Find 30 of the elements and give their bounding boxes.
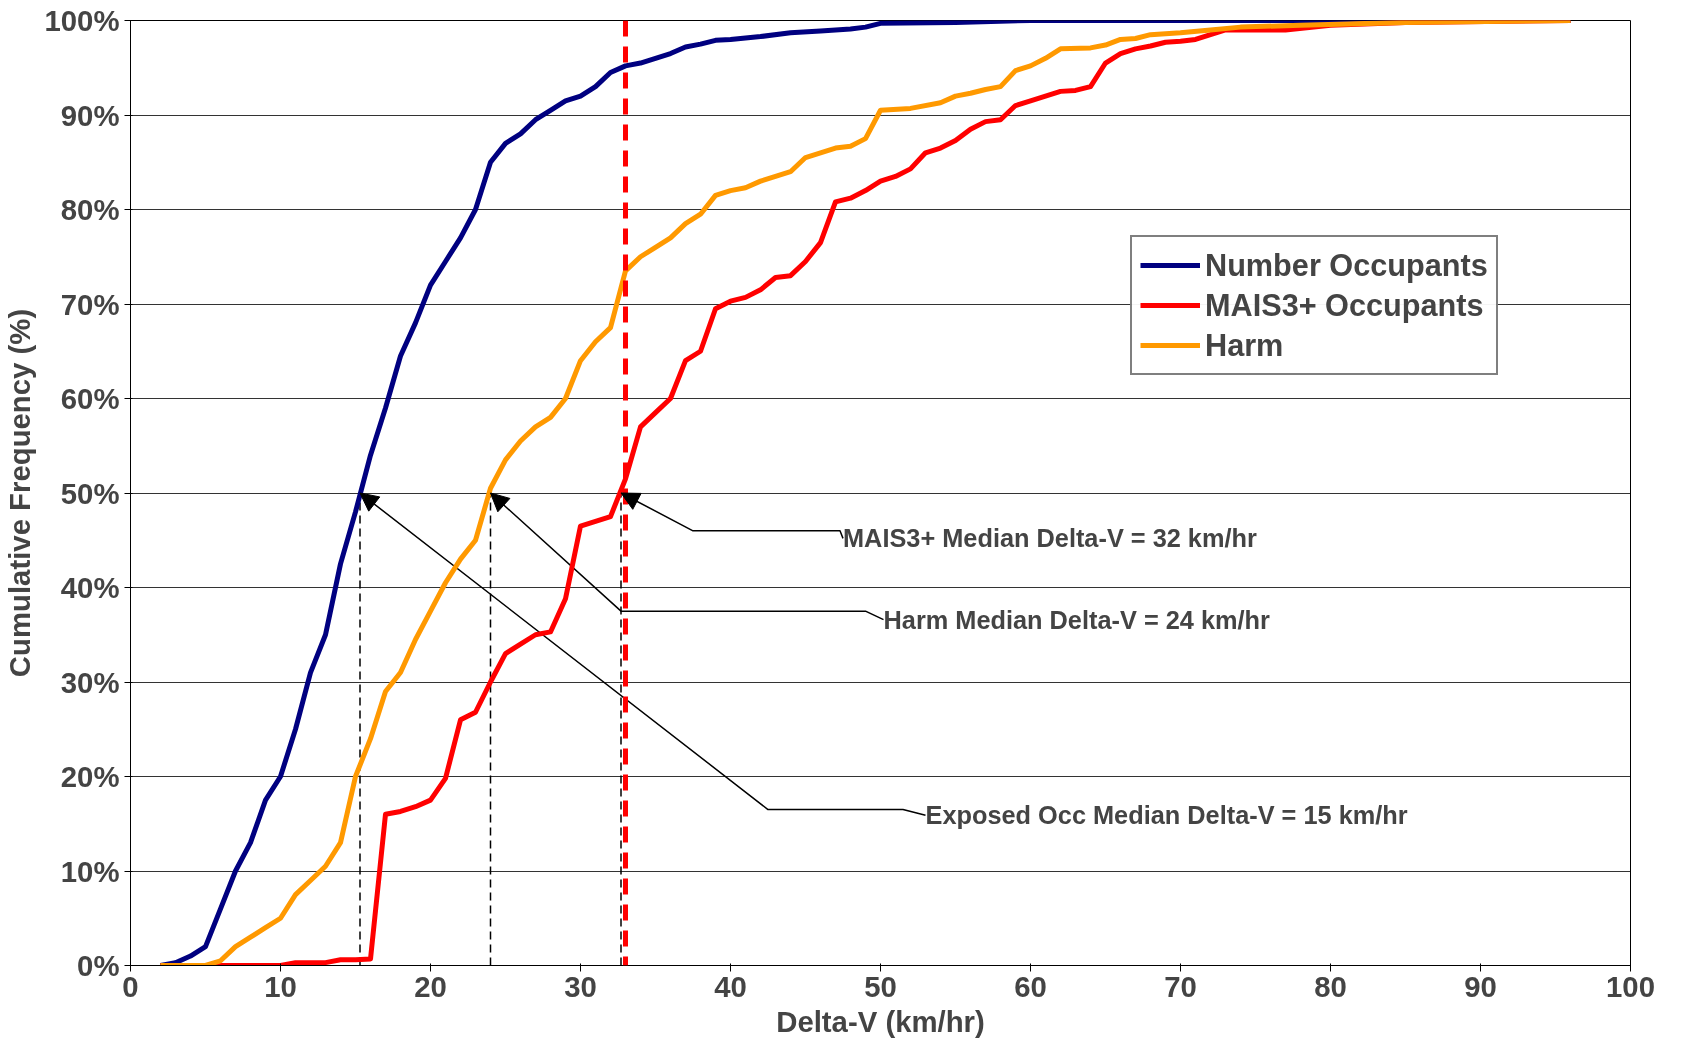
y-tick-label: 70% — [60, 287, 120, 321]
y-axis-title: Cumulative Frequency (%) — [3, 308, 37, 678]
x-tick-label: 60 — [1014, 969, 1047, 1003]
y-tick-label: 100% — [44, 4, 120, 37]
y-tick-label: 30% — [60, 665, 120, 699]
legend-label: MAIS3+ Occupants — [1205, 286, 1484, 325]
x-tick-label: 50 — [864, 969, 897, 1003]
annotation: Exposed Occ Median Delta-V = 15 km/hr — [925, 801, 1408, 830]
legend-label: Harm — [1205, 326, 1284, 364]
x-tick-label: 90 — [1464, 969, 1497, 1003]
x-tick-label: 0 — [122, 969, 139, 1003]
legend-label: Number Occupants — [1205, 246, 1488, 285]
y-tick-label: 60% — [60, 382, 120, 415]
x-tick-label: 40 — [714, 969, 747, 1003]
x-tick-label: 70 — [1164, 969, 1197, 1003]
x-axis-title: Delta-V (km/hr) — [776, 1004, 985, 1038]
annotation: MAIS3+ Median Delta-V = 32 km/hr — [843, 524, 1257, 553]
y-tick-label: 0% — [77, 949, 120, 982]
x-tick-label: 100 — [1606, 969, 1655, 1003]
y-tick-label: 40% — [60, 571, 120, 604]
y-tick-label: 90% — [60, 98, 120, 132]
y-tick-label: 20% — [60, 760, 120, 793]
x-tick-label: 30 — [564, 969, 597, 1003]
y-tick-label: 50% — [60, 476, 120, 510]
x-tick-label: 20 — [414, 969, 447, 1003]
x-tick-label: 80 — [1314, 969, 1347, 1003]
x-tick-label: 10 — [264, 969, 297, 1003]
y-tick-label: 10% — [60, 854, 120, 888]
annotation: Harm Median Delta-V = 24 km/hr — [883, 605, 1271, 634]
y-tick-label: 80% — [60, 193, 120, 226]
